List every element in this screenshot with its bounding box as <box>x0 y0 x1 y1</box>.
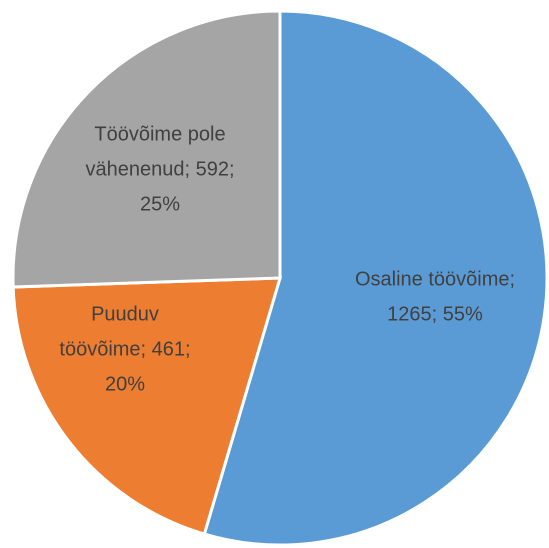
data-label: Osaline töövõime; <box>355 268 515 290</box>
pie-slice <box>202 9 549 547</box>
data-label: 20% <box>105 373 145 395</box>
data-label: töövõime; 461; <box>59 338 190 360</box>
data-label: Töövõime pole <box>94 123 225 145</box>
pie-slice <box>11 276 283 536</box>
data-label: vähenenud; 592; <box>85 158 234 180</box>
data-label: 25% <box>140 193 180 215</box>
pie-slice <box>11 9 282 289</box>
data-label: 1265; 55% <box>387 303 483 325</box>
data-label: Puuduv <box>91 303 159 325</box>
